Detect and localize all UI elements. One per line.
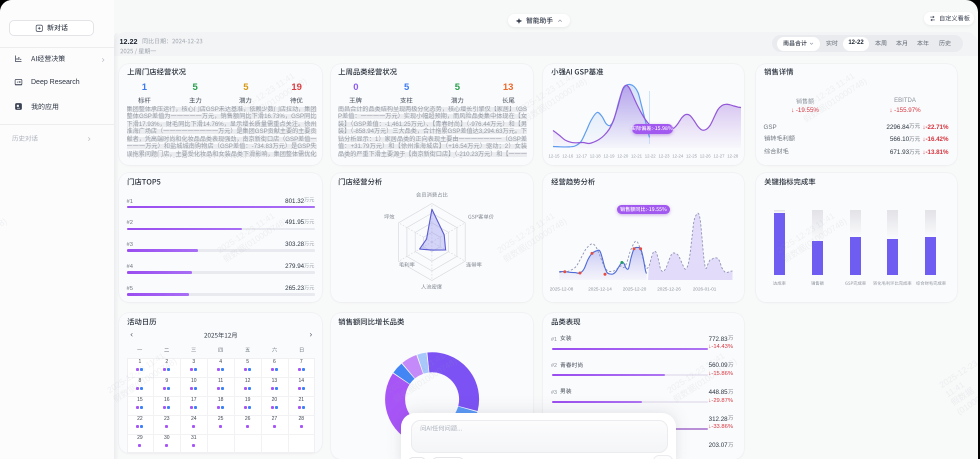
svg-text:12-27: 12-27 [714,153,726,158]
svg-text:12-28: 12-28 [727,153,739,158]
svg-text:2026-01-01: 2026-01-01 [693,287,717,292]
svg-text:2025-12-26: 2025-12-26 [657,287,681,292]
svg-text:12-17: 12-17 [576,153,588,158]
svg-text:12-23: 12-23 [659,153,671,158]
svg-text:2025-12-20: 2025-12-20 [623,287,647,292]
svg-text:12-21: 12-21 [631,153,643,158]
svg-text:12-18: 12-18 [590,153,602,158]
svg-text:12-26: 12-26 [700,153,712,158]
svg-text:2025-12-08: 2025-12-08 [550,287,574,292]
svg-text:2025-12-14: 2025-12-14 [588,287,612,292]
svg-text:12-15: 12-15 [549,153,561,158]
svg-text:12-22: 12-22 [645,153,657,158]
svg-text:12-20: 12-20 [617,153,629,158]
svg-text:12-25: 12-25 [686,153,698,158]
svg-text:12-16: 12-16 [562,153,574,158]
svg-text:12-24: 12-24 [672,153,684,158]
svg-text:12-19: 12-19 [604,153,616,158]
